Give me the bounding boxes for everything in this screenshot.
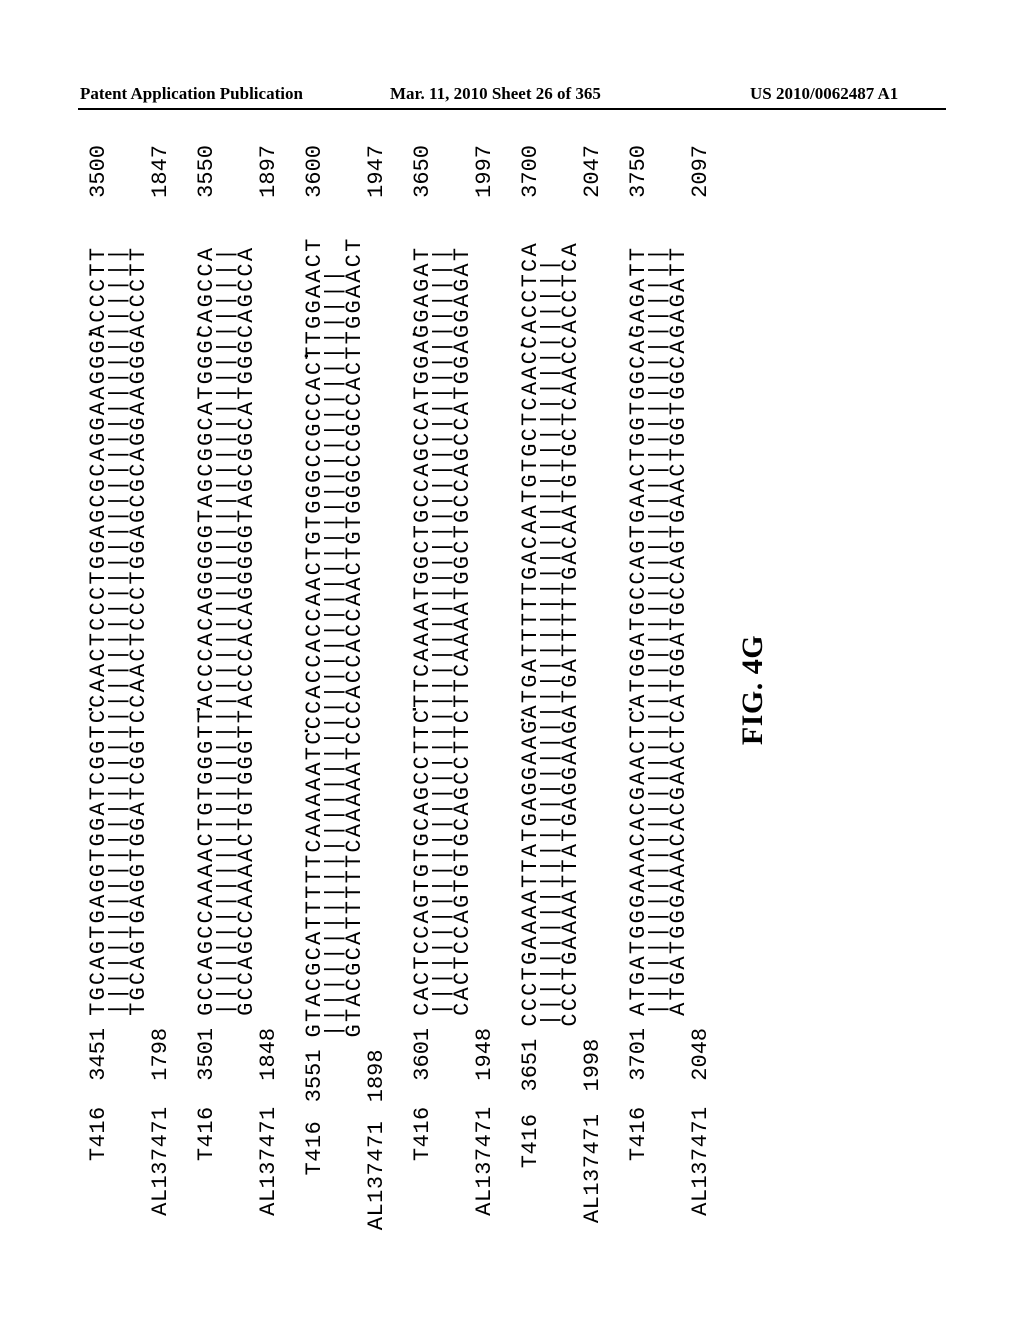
start-positions: 3551 1898 bbox=[304, 1037, 388, 1106]
end-top: 3750 bbox=[628, 145, 650, 228]
sequence-alignment: T416AL13747134511798..TGCAGTGAGGTGGATCGG… bbox=[88, 145, 770, 1235]
end-bottom: 1997 bbox=[474, 145, 496, 228]
ruler-dot: . bbox=[400, 325, 422, 340]
start-top: 3451 bbox=[88, 1028, 110, 1092]
sequence-labels: T416 AL137471 bbox=[88, 1092, 172, 1235]
label-bottom: AL137471 bbox=[690, 1106, 712, 1235]
sequence-bottom: ATGATGGGAAACACGAACTCATGGATGCCAGTGAACTGGT… bbox=[668, 246, 690, 1016]
sequence-column: ..TGCAGTGAGGTGGATCGGTCCAACTCCCTGGAGCGCAG… bbox=[88, 246, 150, 1016]
sequence-labels: T416 AL137471 bbox=[520, 1099, 604, 1235]
label-top: T416 bbox=[520, 1113, 542, 1235]
ruler-dot: . bbox=[508, 711, 530, 726]
end-positions: 3600 1947 bbox=[304, 145, 388, 237]
alignment-block: T416 AL137471 3451 1798..TGCAGTGAGGTGGATCGG… bbox=[88, 145, 172, 1235]
label-bottom: AL137471 bbox=[258, 1106, 280, 1235]
label-bottom: AL137471 bbox=[150, 1106, 172, 1235]
sequence-column: ..CACTCCAGTGTGCAGCCTTCTTCAAAATGGCTGCCAGC… bbox=[412, 246, 474, 1016]
label-bottom: AL137471 bbox=[474, 1106, 496, 1235]
end-bottom: 1947 bbox=[366, 145, 388, 219]
end-top: 3500 bbox=[88, 145, 110, 228]
ruler-dot: . bbox=[400, 700, 422, 715]
end-positions: 3650 1997 bbox=[412, 145, 496, 246]
sequence-bottom: TGCAGTGAGGTGGATCGGTCCAACTCCCTGGAGCGCAGGA… bbox=[128, 246, 150, 1016]
end-top: 3650 bbox=[412, 145, 434, 228]
start-bottom: 1798 bbox=[150, 1028, 172, 1092]
sequence-bottom: CACTCCAGTGTGCAGCCTTCTTCAAAATGGCTGCCAGCCA… bbox=[452, 246, 474, 1016]
label-top: T416 bbox=[88, 1106, 110, 1235]
ruler-dot: . bbox=[292, 722, 314, 737]
sequence-labels: T416 AL137471 bbox=[196, 1092, 280, 1235]
start-positions: 3701 2048 bbox=[628, 1016, 712, 1092]
sequence-column: ..CCCTGAAAATTATGAGGAAGATGATTTTTGACAATGTG… bbox=[520, 241, 582, 1027]
sequence-column: ..GTACGCATTTTTCAAAAATCCCACCACCAACTGTGGGC… bbox=[304, 237, 366, 1038]
alignment-block: T416 AL137471 3501 1848..GCCAGCCAAAACTGTGGG… bbox=[196, 145, 280, 1235]
label-top: T416 bbox=[196, 1106, 218, 1235]
start-bottom: 1848 bbox=[258, 1028, 280, 1092]
ruler-dot: . bbox=[616, 700, 638, 715]
start-top: 3651 bbox=[520, 1039, 542, 1100]
sequence-labels: T416 AL137471 bbox=[628, 1092, 712, 1235]
start-positions: 3601 1948 bbox=[412, 1016, 496, 1092]
alignment-block: T416 AL137471 3601 1948..CACTCCAGTGTGCAGCCT… bbox=[412, 145, 496, 1235]
end-top: 3600 bbox=[304, 145, 326, 219]
end-bottom: 2097 bbox=[690, 145, 712, 228]
alignment-block: T416 AL137471 3701 2048..ATGATGGGAAACACGAAC… bbox=[628, 145, 712, 1235]
patent-page: Patent Application Publication Mar. 11, … bbox=[0, 0, 1024, 1320]
start-bottom: 1898 bbox=[366, 1049, 388, 1106]
end-bottom: 2047 bbox=[582, 145, 604, 223]
alignment-block: T416 AL137471 3551 1898..GTACGCATTTTTCAAAAA… bbox=[304, 145, 388, 1235]
alignment-block: T416 AL137471 3651 1998..CCCTGAAAATTATGAGGA… bbox=[520, 145, 604, 1235]
sequence-labels: T416 AL137471 bbox=[304, 1107, 388, 1235]
end-positions: 3500 1847 bbox=[88, 145, 172, 246]
sequence-bottom: CCCTGAAAATTATGAGGAAGATGATTTTTGACAATGTGCT… bbox=[560, 241, 582, 1027]
figure-label: FIG. 4G bbox=[736, 145, 770, 1235]
ruler-dot: . bbox=[616, 325, 638, 340]
start-top: 3501 bbox=[196, 1028, 218, 1092]
start-bottom: 1948 bbox=[474, 1028, 496, 1092]
sequence-column: ..GCCAGCCAAAACTGTGGGTTACCCACAGGGGGTAGCGG… bbox=[196, 246, 258, 1016]
end-positions: 3550 1897 bbox=[196, 145, 280, 246]
ruler-dot: . bbox=[184, 700, 206, 715]
figure-area: T416AL13747134511798..TGCAGTGAGGTGGATCGG… bbox=[0, 0, 1024, 1320]
start-positions: 3501 1848 bbox=[196, 1016, 280, 1092]
end-top: 3700 bbox=[520, 145, 542, 223]
label-top: T416 bbox=[412, 1106, 434, 1235]
ruler-dot: . bbox=[76, 700, 98, 715]
sequence-column: ..ATGATGGGAAACACGAACTCATGGATGCCAGTGAACTG… bbox=[628, 246, 690, 1016]
label-top: T416 bbox=[304, 1121, 326, 1235]
start-bottom: 2048 bbox=[690, 1028, 712, 1092]
start-bottom: 1998 bbox=[582, 1039, 604, 1100]
label-top: T416 bbox=[628, 1106, 650, 1235]
sequence-labels: T416 AL137471 bbox=[412, 1092, 496, 1235]
sequence-bottom: GCCAGCCAAAACTGTGGGTTACCCACAGGGGGTAGCGGCA… bbox=[236, 246, 258, 1016]
end-top: 3550 bbox=[196, 145, 218, 228]
ruler-dot: . bbox=[184, 325, 206, 340]
ruler-dot: . bbox=[76, 325, 98, 340]
start-top: 3701 bbox=[628, 1028, 650, 1092]
end-bottom: 1897 bbox=[258, 145, 280, 228]
end-positions: 3750 2097 bbox=[628, 145, 712, 246]
end-bottom: 1847 bbox=[150, 145, 172, 228]
label-bottom: AL137471 bbox=[582, 1113, 604, 1235]
start-positions: 3651 1998 bbox=[520, 1027, 604, 1100]
label-bottom: AL137471 bbox=[366, 1121, 388, 1235]
end-positions: 3700 2047 bbox=[520, 145, 604, 241]
start-top: 3601 bbox=[412, 1028, 434, 1092]
ruler-dot: . bbox=[292, 347, 314, 362]
start-positions: 3451 1798 bbox=[88, 1016, 172, 1092]
sequence-bottom: GTACGCATTTTTCAAAAATCCCACCACCAACTGTGGGCCG… bbox=[344, 237, 366, 1038]
start-top: 3551 bbox=[304, 1049, 326, 1106]
ruler-dot: . bbox=[508, 336, 530, 351]
